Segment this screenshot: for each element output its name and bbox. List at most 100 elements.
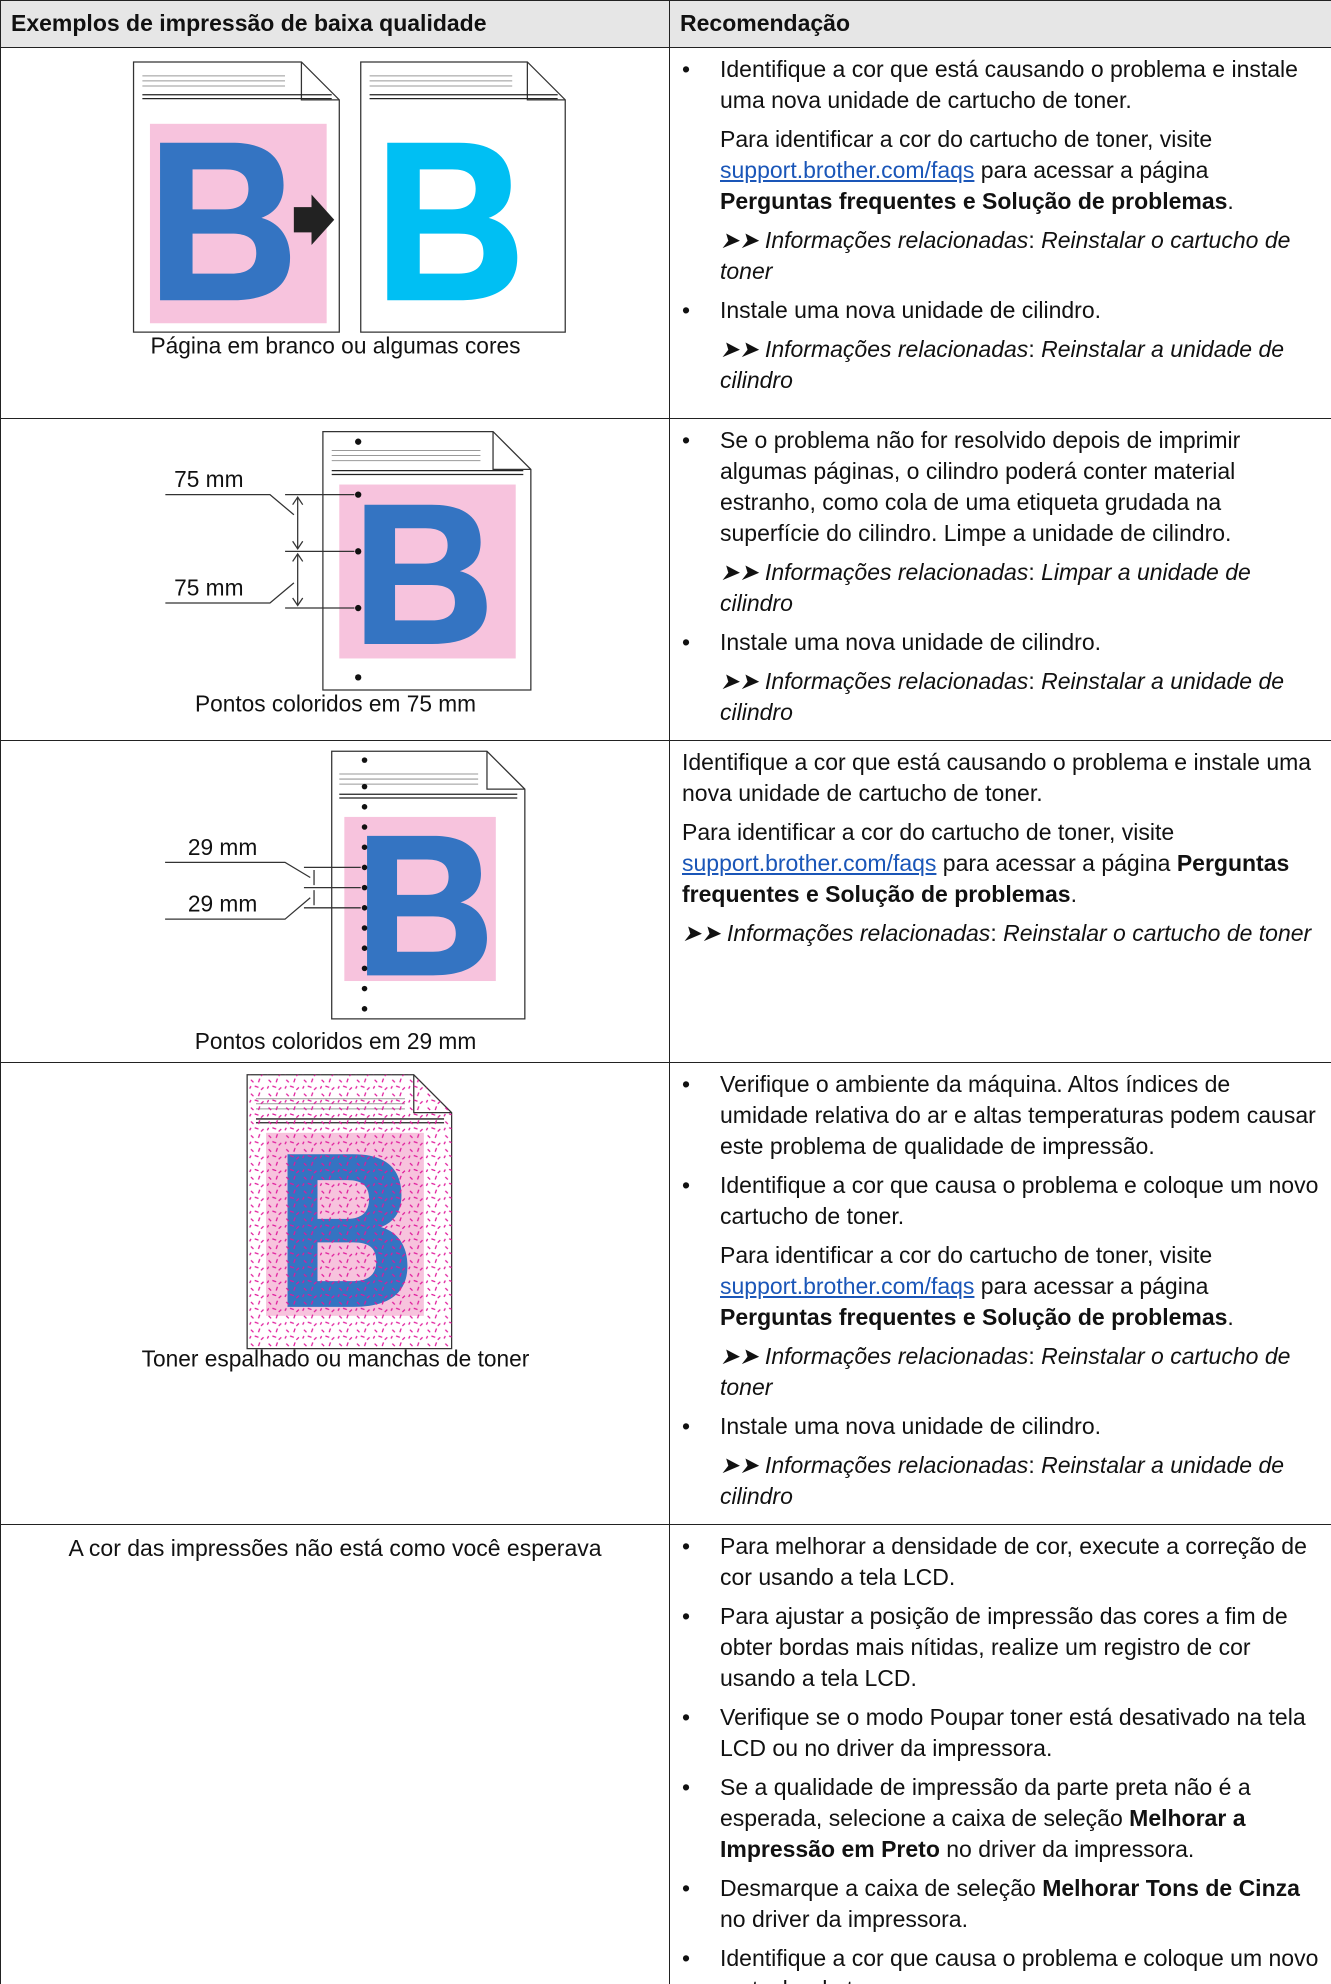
text: Verifique se o modo Poupar toner está de… <box>720 1704 1306 1761</box>
bullet-item: Verifique se o modo Poupar toner está de… <box>682 1702 1319 1764</box>
italic-text: ➤➤ Informações relacionadas <box>720 227 1029 253</box>
header-row: Exemplos de impressão de baixa qualidade… <box>0 0 1331 48</box>
text: Instale uma nova unidade de cilindro. <box>720 1413 1102 1439</box>
dimension-label: 75 mm <box>174 574 243 600</box>
text: : <box>1028 668 1042 694</box>
paragraph: Desmarque a caixa de seleção Melhorar To… <box>720 1873 1319 1935</box>
recommendation-cell: Identifique a cor que está causando o pr… <box>669 740 1331 1063</box>
header-cell: Exemplos de impressão de baixa qualidade <box>0 0 670 48</box>
paragraph: Identifique a cor que está causando o pr… <box>720 54 1319 116</box>
recommendation-cell: Se o problema não for resolvido depois d… <box>669 418 1331 741</box>
recommendation-cell: Identifique a cor que está causando o pr… <box>669 47 1331 419</box>
text: Para melhorar a densidade de cor, execut… <box>720 1533 1307 1590</box>
text: . <box>1070 881 1077 907</box>
recommendation: Verifique o ambiente da máquina. Altos í… <box>670 1063 1331 1524</box>
text: no driver da impressora. <box>720 1906 968 1932</box>
paragraph: ➤➤ Informações relacionadas: Reinstalar … <box>682 918 1319 949</box>
text: para acessar a página <box>974 1273 1209 1299</box>
dimension-label: 75 mm <box>174 466 243 492</box>
paragraph: Identifique a cor que causa o problema e… <box>720 1943 1319 1984</box>
example-cell: Toner espalhado ou manchas de toner <box>0 1062 670 1525</box>
bullet-item: Se o problema não for resolvido depois d… <box>682 425 1319 619</box>
recommendation-cell: Verifique o ambiente da máquina. Altos í… <box>669 1062 1331 1525</box>
dimension-label: 29 mm <box>188 891 257 917</box>
link[interactable]: support.brother.com/faqs <box>720 157 975 183</box>
example-cell: 75 mm 75 mm Pontos coloridos em 75 mm <box>0 418 670 741</box>
caption: Página em branco ou algumas cores <box>150 333 520 359</box>
recommendation: Identifique a cor que está causando o pr… <box>670 741 1331 961</box>
recommendation: Identifique a cor que está causando o pr… <box>670 48 1331 408</box>
example-cell: A cor das impressões não está como você … <box>0 1524 670 1984</box>
text: Identifique a cor que causa o problema e… <box>720 1172 1319 1229</box>
paragraph: Identifique a cor que está causando o pr… <box>682 747 1319 809</box>
text: Para identificar a cor do cartucho de to… <box>682 819 1175 845</box>
paragraph: Verifique o ambiente da máquina. Altos í… <box>720 1069 1319 1162</box>
illustration: 29 mm 29 mm Pontos coloridos em 29 mm <box>165 750 526 1054</box>
text: Se o problema não for resolvido depois d… <box>720 427 1241 546</box>
text: : <box>1028 227 1042 253</box>
text: no driver da impressora. <box>939 1836 1195 1862</box>
caption: A cor das impressões não está como você … <box>68 1535 602 1561</box>
italic-text: ➤➤ Informações relacionadas <box>720 668 1029 694</box>
bold-text: Perguntas frequentes e Solução de proble… <box>682 850 1290 907</box>
text: Instale uma nova unidade de cilindro. <box>720 629 1102 655</box>
text: . <box>1227 188 1234 214</box>
bold-text: Melhorar a Impressão em Preto <box>720 1805 1246 1862</box>
example-cell: Página em branco ou algumas cores <box>0 47 670 419</box>
illustration: Toner espalhado ou manchas de toner <box>142 1074 530 1371</box>
text: Desmarque a caixa de seleção <box>720 1875 1043 1901</box>
example-cell: 29 mm 29 mm Pontos coloridos em 29 mm <box>0 740 670 1063</box>
text: : <box>1028 559 1042 585</box>
text: : <box>990 920 1004 946</box>
paragraph: Para identificar a cor do cartucho de to… <box>682 817 1319 910</box>
caption: Pontos coloridos em 75 mm <box>195 690 476 716</box>
bullet-item: Para melhorar a densidade de cor, execut… <box>682 1531 1319 1593</box>
row: A cor das impressões não está como você … <box>0 1524 1331 1984</box>
italic-text: ➤➤ Informações relacionadas <box>720 1343 1029 1369</box>
italic-text: Reinstalar a unidade de cilindro <box>720 668 1285 725</box>
illustration: Página em branco ou algumas cores <box>132 61 566 359</box>
italic-text: ➤➤ Informações relacionadas <box>720 1452 1029 1478</box>
paragraph: Verifique se o modo Poupar toner está de… <box>720 1702 1319 1764</box>
paragraph: Para ajustar a posição de impressão das … <box>720 1601 1319 1694</box>
recommendation: Para melhorar a densidade de cor, execut… <box>670 1525 1331 1984</box>
text: Para ajustar a posição de impressão das … <box>720 1603 1288 1691</box>
italic-text: Limpar a unidade de cilindro <box>720 559 1251 616</box>
paragraph: ➤➤ Informações relacionadas: Reinstalar … <box>720 334 1319 396</box>
text: Verifique o ambiente da máquina. Altos í… <box>720 1071 1316 1159</box>
link[interactable]: support.brother.com/faqs <box>720 1273 975 1299</box>
paragraph: Para identificar a cor do cartucho de to… <box>720 124 1319 217</box>
text: : <box>1028 1343 1042 1369</box>
paragraph: Instale uma nova unidade de cilindro. <box>720 1411 1319 1442</box>
italic-text: Reinstalar o cartucho de toner <box>1003 920 1312 946</box>
text: Identifique a cor que está causando o pr… <box>682 749 1312 806</box>
bullet-item: Instale uma nova unidade de cilindro. ➤➤ … <box>682 1411 1319 1512</box>
bullet-item: Instale uma nova unidade de cilindro. ➤➤ … <box>682 295 1319 396</box>
bullet-item: Identifique a cor que causa o problema e… <box>682 1170 1319 1403</box>
row: Toner espalhado ou manchas de toner Veri… <box>0 1062 1331 1525</box>
bullet-item: Verifique o ambiente da máquina. Altos í… <box>682 1069 1319 1162</box>
paragraph: Identifique a cor que causa o problema e… <box>720 1170 1319 1232</box>
caption: Toner espalhado ou manchas de toner <box>142 1345 530 1371</box>
paragraph: ➤➤ Informações relacionadas: Reinstalar … <box>720 1341 1319 1403</box>
italic-text: Reinstalar a unidade de cilindro <box>720 336 1285 393</box>
text: Instale uma nova unidade de cilindro. <box>720 297 1102 323</box>
row: 75 mm 75 mm Pontos coloridos em 75 mm Se… <box>0 418 1331 741</box>
bullet-item: Se a qualidade de impressão da parte pre… <box>682 1772 1319 1865</box>
bullet-item: Instale uma nova unidade de cilindro. ➤➤ … <box>682 627 1319 728</box>
paragraph: ➤➤ Informações relacionadas: Reinstalar … <box>720 666 1319 728</box>
dimension-label: 29 mm <box>188 834 257 860</box>
link[interactable]: support.brother.com/faqs <box>682 850 937 876</box>
italic-text: Reinstalar o cartucho de toner <box>720 227 1291 284</box>
bold-text: Perguntas frequentes e Solução de proble… <box>720 188 1228 214</box>
text: para acessar a página <box>974 157 1209 183</box>
paragraph: Se o problema não for resolvido depois d… <box>720 425 1319 549</box>
italic-text: ➤➤ Informações relacionadas <box>682 920 991 946</box>
row: 29 mm 29 mm Pontos coloridos em 29 mm Id… <box>0 740 1331 1063</box>
text: Identifique a cor que causa o problema e… <box>720 1945 1319 1984</box>
paragraph: Instale uma nova unidade de cilindro. <box>720 627 1319 658</box>
paragraph: Para melhorar a densidade de cor, execut… <box>720 1531 1319 1593</box>
text: . <box>1227 1304 1234 1330</box>
